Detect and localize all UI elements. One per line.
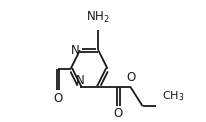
Text: N: N [71,44,80,57]
Text: O: O [113,107,123,120]
Text: O: O [53,92,62,105]
Text: CH$_3$: CH$_3$ [162,89,184,103]
Text: NH$_2$: NH$_2$ [86,10,110,25]
Text: N: N [75,74,84,87]
Text: O: O [125,71,135,84]
